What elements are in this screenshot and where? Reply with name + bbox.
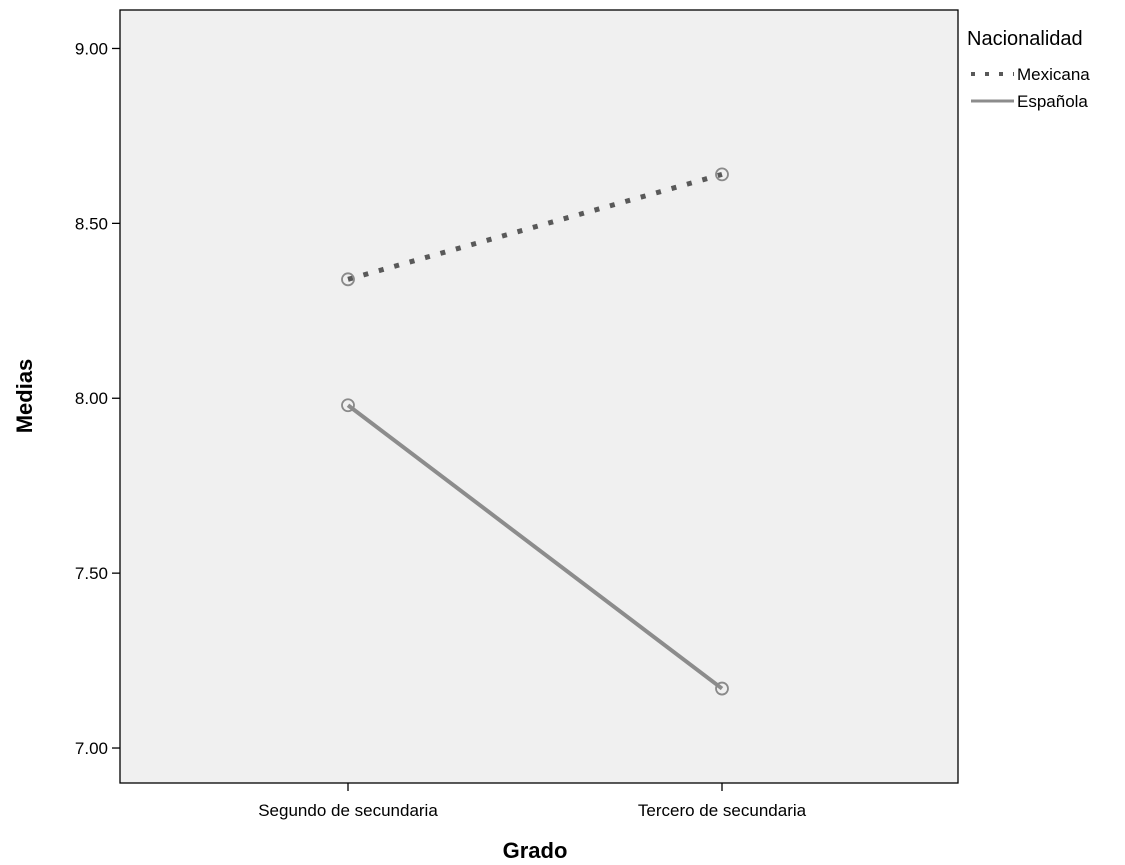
data-point xyxy=(341,272,355,287)
data-point xyxy=(715,167,729,182)
y-axis: 7.00 7.50 8.00 8.50 9.00 xyxy=(75,39,120,758)
legend-label: Española xyxy=(1017,92,1088,111)
y-tick-label: 9.00 xyxy=(75,39,108,58)
legend-title: Nacionalidad xyxy=(967,28,1083,50)
y-tick-label: 8.00 xyxy=(75,389,108,408)
legend-label: Mexicana xyxy=(1017,65,1090,84)
y-axis-title: Medias xyxy=(12,359,37,434)
plot-area xyxy=(119,9,959,784)
series-line-0 xyxy=(347,171,723,282)
y-tick-label: 8.50 xyxy=(75,214,108,233)
x-tick-label: Segundo de secundaria xyxy=(258,801,438,820)
x-axis: Segundo de secundaria Tercero de secundar… xyxy=(258,783,807,820)
x-tick-label: Tercero de secundaria xyxy=(638,801,807,820)
x-axis-title: Grado xyxy=(503,838,568,863)
data-point xyxy=(715,681,729,696)
data-point xyxy=(341,398,355,413)
series-layer xyxy=(341,167,729,696)
y-tick-label: 7.50 xyxy=(75,564,108,583)
legend: Mexicana Española xyxy=(971,65,1090,111)
series-line-1 xyxy=(346,403,724,691)
y-tick-label: 7.00 xyxy=(75,739,108,758)
